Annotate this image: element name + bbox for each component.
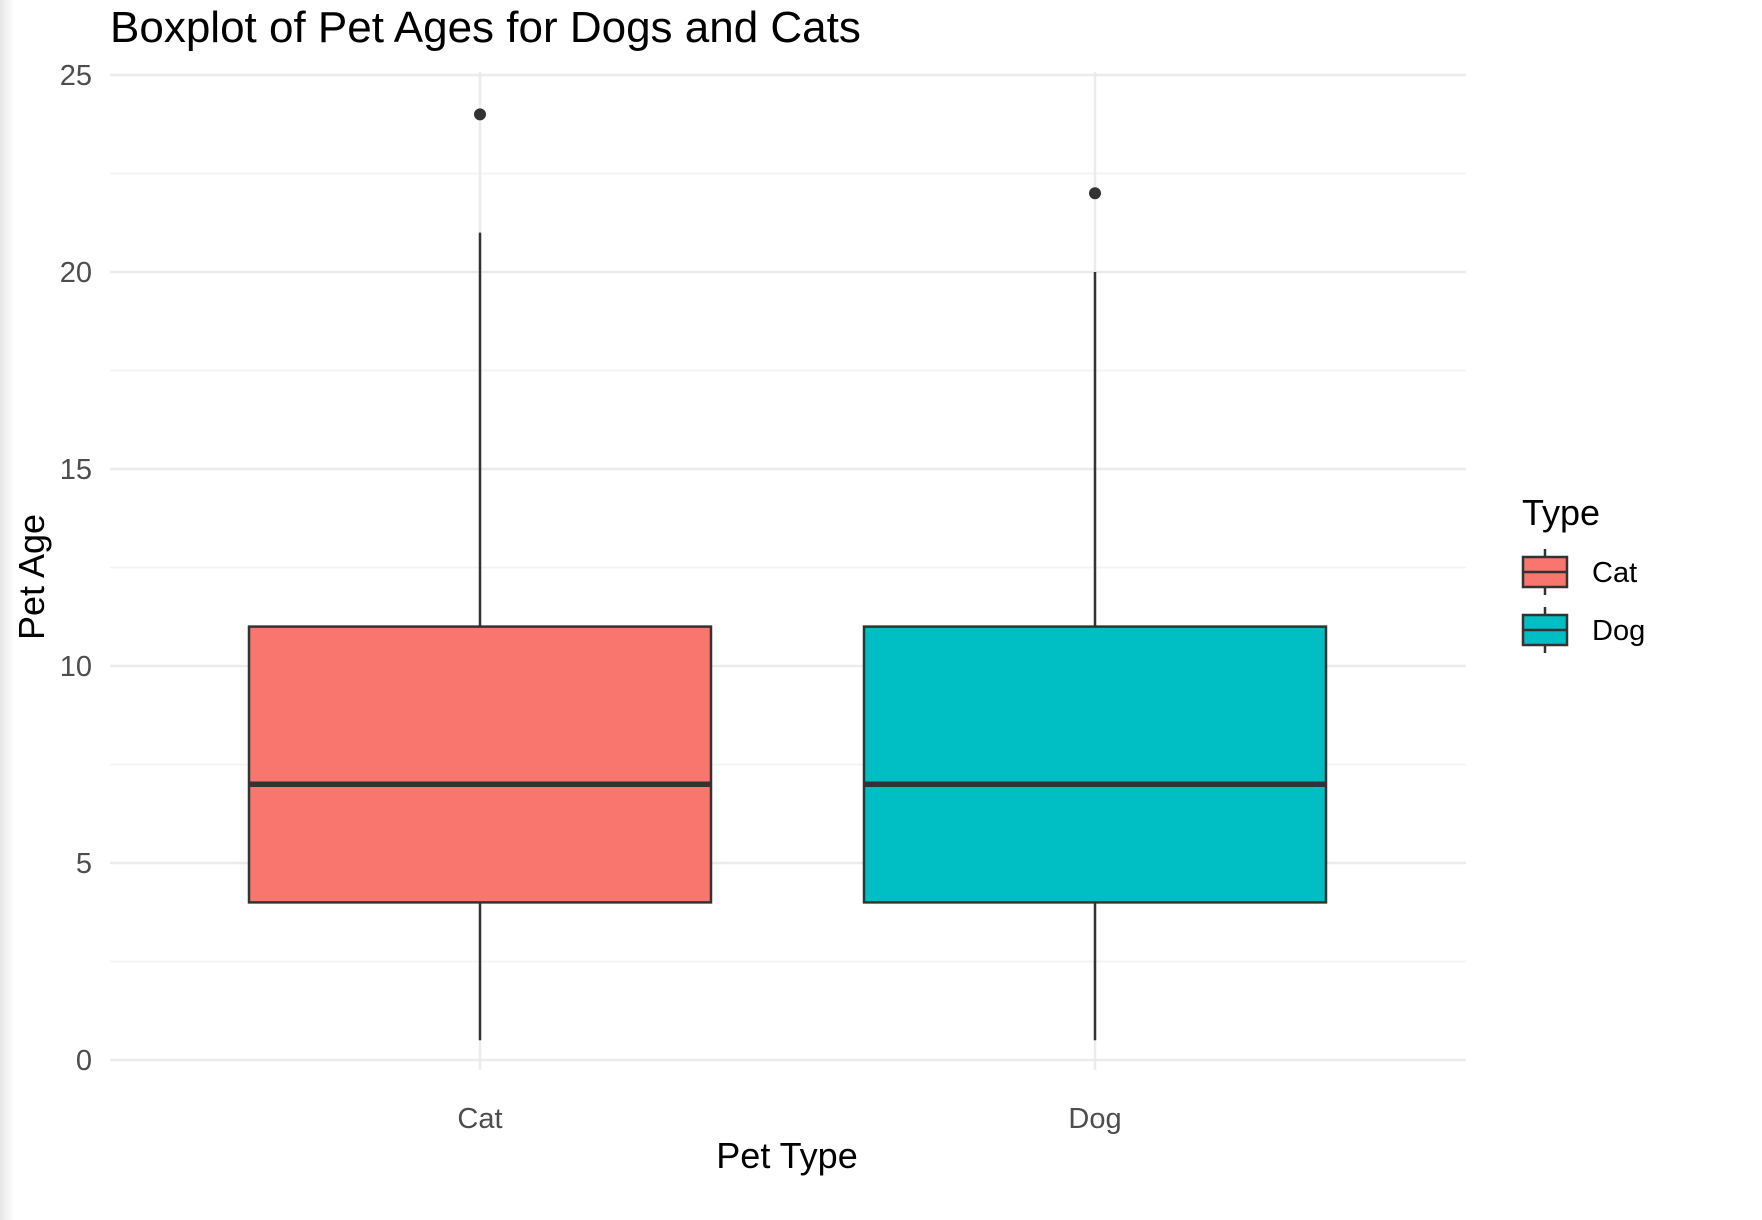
y-tick-label: 20: [60, 257, 92, 289]
y-axis-title: Pet Age: [11, 514, 52, 640]
box: [247, 625, 713, 904]
y-tick-label: 0: [76, 1045, 92, 1077]
legend-entry-dog: Dog: [1521, 607, 1645, 653]
box: [862, 625, 1328, 904]
box-group-dog: [862, 187, 1328, 1041]
outlier-point: [474, 108, 486, 121]
legend: Type Cat Dog: [1521, 492, 1645, 653]
boxplot-marks: [247, 108, 1328, 1041]
y-tick-label: 15: [60, 454, 92, 486]
outlier-point: [1089, 187, 1101, 200]
grid-lines: [110, 72, 1466, 1070]
left-edge-shading: [0, 0, 14, 1220]
x-axis-title: Pet Type: [716, 1135, 857, 1176]
y-tick-label: 10: [60, 651, 92, 683]
chart-title: Boxplot of Pet Ages for Dogs and Cats: [110, 3, 861, 52]
y-tick-label: 5: [76, 848, 92, 880]
x-tick-label: Cat: [457, 1103, 502, 1135]
y-tick-label: 25: [60, 60, 92, 92]
axis-ticks: 0 5 10 15 20 25 Cat Dog: [60, 60, 1122, 1135]
legend-label: Dog: [1592, 615, 1645, 647]
x-tick-label: Dog: [1068, 1103, 1121, 1135]
legend-title: Type: [1522, 492, 1600, 533]
box-group-cat: [247, 108, 713, 1041]
legend-label: Cat: [1592, 557, 1637, 589]
legend-entry-cat: Cat: [1521, 549, 1637, 595]
